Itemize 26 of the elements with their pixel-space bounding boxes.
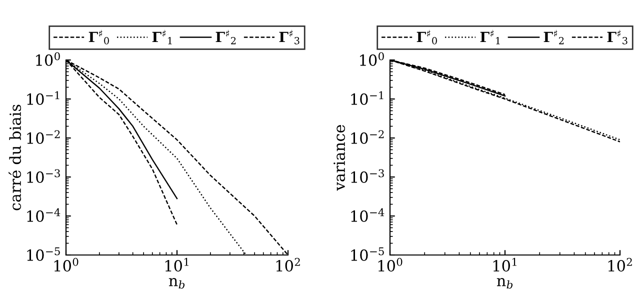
series-label: Γ$^{♯}$$_{0}$ (416, 30, 437, 44)
y-tick-label: 10$^{0}$ (36, 52, 60, 66)
y-tick-label: 10$^{0}$ (360, 52, 384, 66)
x-tick-label: 10$^{2}$ (276, 258, 300, 272)
legend-label: Γ$^{♯}$$_{2}$ (544, 30, 564, 44)
legend-label: Γ$^{♯}$$_{3}$ (279, 30, 300, 44)
y-tick-label: 10$^{−3}$ (27, 169, 60, 183)
y-tick-label: 10$^{−4}$ (351, 208, 384, 222)
x-axis-title: n$_{b}$ (496, 278, 513, 289)
legend-label: Γ$^{♯}$$_{3}$ (607, 30, 628, 44)
x-tick-label: 10$^{2}$ (608, 258, 632, 272)
y-tick-label: 10$^{−1}$ (351, 91, 384, 105)
y-tick-label: 10$^{−3}$ (351, 169, 384, 183)
legend-label: Γ$^{♯}$$_{0}$ (88, 30, 109, 44)
legend-label: Γ$^{♯}$$_{2}$ (216, 30, 236, 44)
y-axis-title: carré du biais (8, 104, 22, 210)
x-axis-title: n$_{b}$ (168, 278, 185, 289)
x-tick-label: 10$^{1}$ (493, 258, 516, 272)
x-tick-label: 10$^{1}$ (165, 258, 188, 272)
y-tick-label: 10$^{−2}$ (27, 130, 60, 144)
y-tick-label: 10$^{−4}$ (27, 208, 60, 222)
y-axis-title: variance (334, 125, 346, 191)
legend-label: Γ$^{♯}$$_{1}$ (152, 30, 172, 44)
y-tick-label: 10$^{−2}$ (351, 130, 384, 144)
legend-label: Γ$^{♯}$$_{1}$ (480, 30, 500, 44)
y-tick-label: 10$^{−1}$ (27, 91, 60, 105)
